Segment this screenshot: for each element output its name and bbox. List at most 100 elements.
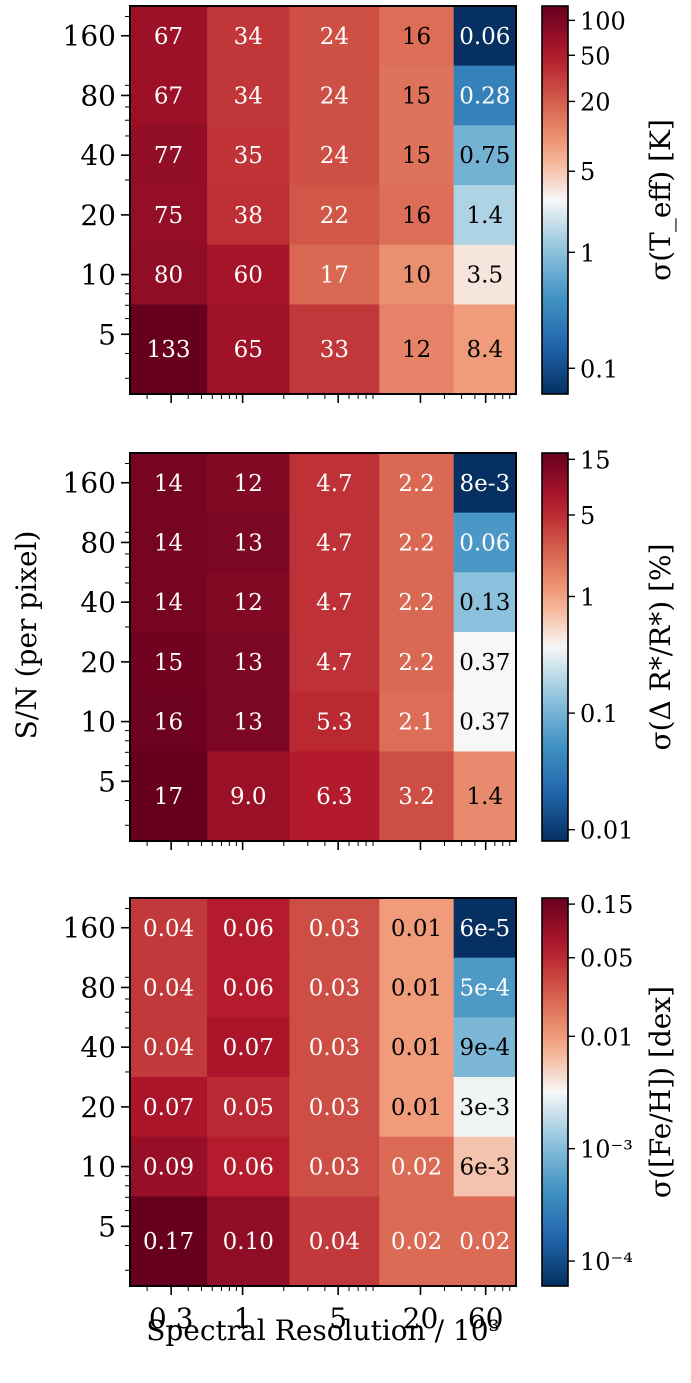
heatmap-cell bbox=[130, 304, 208, 395]
cell-label: 4.7 bbox=[316, 650, 353, 676]
cell-label: 12 bbox=[234, 590, 263, 616]
colorbar-tick-label: 0.1 bbox=[580, 700, 618, 728]
heatmap-cell bbox=[379, 453, 455, 514]
colorbar-tick-label: 0.01 bbox=[580, 817, 633, 845]
heatmap-cell bbox=[379, 304, 455, 395]
heatmap-cell bbox=[130, 632, 208, 693]
heatmap-cell bbox=[453, 1196, 517, 1287]
heatmap-cell bbox=[130, 1136, 208, 1197]
cell-label: 24 bbox=[320, 143, 349, 169]
heatmap-cell bbox=[289, 453, 380, 514]
heatmap-cell bbox=[130, 572, 208, 633]
cell-label: 60 bbox=[234, 263, 263, 289]
cell-label: 24 bbox=[320, 24, 349, 50]
heatmap-cell bbox=[453, 244, 517, 305]
y-tick-label: 40 bbox=[80, 586, 116, 619]
cell-label: 16 bbox=[154, 710, 183, 736]
cell-label: 17 bbox=[320, 263, 349, 289]
heatmap-cell bbox=[379, 185, 455, 246]
cell-label: 3.5 bbox=[467, 263, 504, 289]
heatmap-cell bbox=[130, 6, 208, 67]
heatmap-cell bbox=[289, 304, 380, 395]
cell-label: 4.7 bbox=[316, 471, 353, 497]
heatmap-cell bbox=[207, 572, 290, 633]
y-tick-label: 5 bbox=[98, 318, 116, 351]
heatmap-cell bbox=[453, 751, 517, 842]
heatmap-cell bbox=[207, 957, 290, 1018]
cell-label: 0.07 bbox=[143, 1095, 194, 1121]
cell-label: 0.02 bbox=[391, 1229, 442, 1255]
cell-label: 5e-4 bbox=[460, 975, 511, 1001]
cell-label: 0.75 bbox=[459, 143, 510, 169]
cell-label: 22 bbox=[320, 203, 349, 229]
cell-label: 9.0 bbox=[230, 784, 267, 810]
heatmap-cell bbox=[289, 572, 380, 633]
heatmap-cell bbox=[453, 453, 517, 514]
colorbar-tick-label: 10⁻⁴ bbox=[580, 1248, 633, 1276]
heatmap-cell bbox=[207, 453, 290, 514]
heatmap-cell bbox=[207, 304, 290, 395]
cell-label: 2.2 bbox=[398, 650, 435, 676]
cell-label: 0.04 bbox=[143, 975, 194, 1001]
heatmap-cell bbox=[289, 244, 380, 305]
cell-label: 4.7 bbox=[316, 590, 353, 616]
cell-label: 0.37 bbox=[459, 650, 510, 676]
cell-label: 8e-3 bbox=[460, 471, 511, 497]
heatmap-cell bbox=[379, 1136, 455, 1197]
cell-label: 24 bbox=[320, 83, 349, 109]
heatmap-cell bbox=[130, 957, 208, 1018]
colorbar-tick-label: 1 bbox=[580, 239, 595, 267]
heatmap-cell bbox=[130, 244, 208, 305]
heatmap-cell bbox=[379, 6, 455, 67]
heatmap-cell bbox=[453, 1017, 517, 1078]
heatmap-cell bbox=[289, 6, 380, 67]
cell-label: 67 bbox=[154, 24, 183, 50]
shared-xlabel: Spectral Resolution / 10³ bbox=[146, 1314, 500, 1347]
cell-label: 13 bbox=[234, 530, 263, 556]
heatmap-cell bbox=[289, 1196, 380, 1287]
cell-label: 0.04 bbox=[143, 916, 194, 942]
colorbar-label: σ(T_eff) [K] bbox=[644, 119, 677, 281]
cell-label: 0.17 bbox=[143, 1229, 194, 1255]
axes-frame bbox=[129, 897, 517, 1287]
cell-label: 75 bbox=[154, 203, 183, 229]
heatmap-cell bbox=[207, 898, 290, 959]
cell-label: 15 bbox=[402, 83, 431, 109]
y-tick-label: 10 bbox=[80, 706, 116, 739]
heatmap-cell bbox=[207, 1017, 290, 1078]
cell-label: 0.02 bbox=[459, 1229, 510, 1255]
heatmap-cell bbox=[207, 632, 290, 693]
cell-label: 65 bbox=[234, 337, 263, 363]
cell-label: 14 bbox=[154, 590, 183, 616]
heatmap-cell bbox=[130, 185, 208, 246]
colorbar-tick-label: 20 bbox=[580, 88, 611, 116]
heatmap-cell bbox=[207, 6, 290, 67]
cell-label: 0.37 bbox=[459, 710, 510, 736]
cell-label: 2.2 bbox=[398, 590, 435, 616]
cell-label: 0.06 bbox=[223, 975, 274, 1001]
heatmap-cell bbox=[453, 65, 517, 126]
heatmap-panel-feh: 0.04 0.06 0.03 0.01 6e-5 0.04 0.06 0.03 0.01 5e-4… bbox=[63, 891, 677, 1335]
heatmap-cell bbox=[289, 957, 380, 1018]
colorbar-tick-label: 0.1 bbox=[580, 355, 618, 383]
heatmap-cell bbox=[289, 65, 380, 126]
cell-label: 0.01 bbox=[391, 975, 442, 1001]
x-tick-label: 0.3 bbox=[149, 1302, 194, 1335]
cell-label: 0.01 bbox=[391, 916, 442, 942]
cell-label: 0.03 bbox=[309, 1095, 360, 1121]
heatmap-cell bbox=[379, 1077, 455, 1138]
heatmap-cell bbox=[379, 1196, 455, 1287]
heatmap-cell bbox=[289, 632, 380, 693]
colorbar bbox=[541, 897, 569, 1287]
cell-label: 14 bbox=[154, 530, 183, 556]
cell-label: 0.05 bbox=[223, 1095, 274, 1121]
shared-ylabel: S/N (per pixel) bbox=[10, 531, 43, 740]
cell-label: 1.4 bbox=[467, 784, 504, 810]
y-tick-label: 40 bbox=[80, 1031, 116, 1064]
heatmap-cell bbox=[289, 751, 380, 842]
cell-label: 1.4 bbox=[467, 203, 504, 229]
y-tick-label: 20 bbox=[80, 646, 116, 679]
cell-label: 0.06 bbox=[459, 24, 510, 50]
y-tick-label: 5 bbox=[98, 765, 116, 798]
